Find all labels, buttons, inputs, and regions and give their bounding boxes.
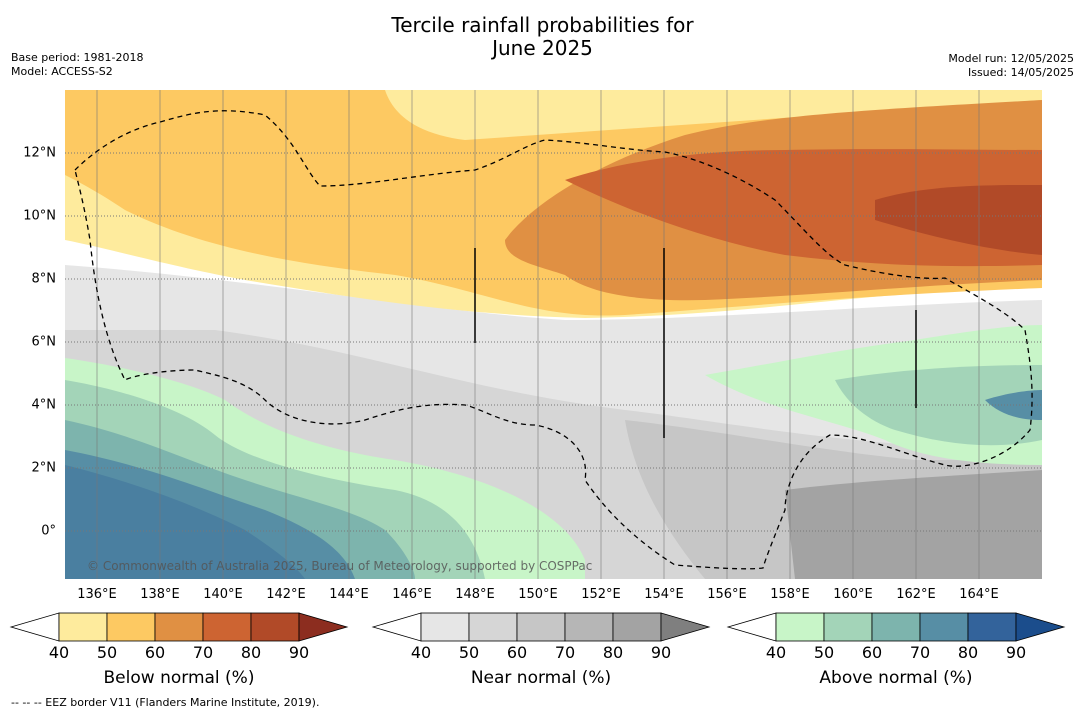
cb-near-tick-80: 80 xyxy=(602,643,624,662)
lon-tick-164e: 164°E xyxy=(959,587,999,602)
below-normal-70-80 xyxy=(565,149,1042,267)
model-name: Model: ACCESS-S2 xyxy=(11,65,113,78)
cb-below-tick-80: 80 xyxy=(240,643,262,662)
lon-tick-146e: 146°E xyxy=(392,587,432,602)
colorbar-segment xyxy=(823,612,873,642)
colorbar-extend-high xyxy=(660,612,711,642)
colorbar-segment xyxy=(919,612,969,642)
colorbar-segment xyxy=(468,612,518,642)
lon-tick-150e: 150°E xyxy=(518,587,558,602)
cb-above-tick-70: 70 xyxy=(909,643,931,662)
colorbars xyxy=(9,612,1066,642)
title-line-2: June 2025 xyxy=(492,36,593,60)
cb-above-tick-80: 80 xyxy=(957,643,979,662)
lon-tick-140e: 140°E xyxy=(203,587,243,602)
graticule xyxy=(65,152,1042,532)
cb-above-tick-50: 50 xyxy=(813,643,835,662)
meta-right: Model run: 12/05/2025 Issued: 14/05/2025 xyxy=(948,52,1074,80)
cb-near-tick-70: 70 xyxy=(554,643,576,662)
colorbar-segment xyxy=(202,612,252,642)
colorbar-extend-high xyxy=(1015,612,1066,642)
cb-below-tick-60: 60 xyxy=(144,643,166,662)
lat-tick-4n: 4°N xyxy=(31,397,57,413)
colorbar-segment xyxy=(420,612,470,642)
eez-border xyxy=(74,110,1033,570)
cb-near-tick-90: 90 xyxy=(650,643,672,662)
colorbar-segment xyxy=(564,612,614,642)
lon-tick-160e: 160°E xyxy=(833,587,873,602)
issued-date: Issued: 14/05/2025 xyxy=(967,66,1074,79)
cb-above-label: Above normal (%) xyxy=(819,668,973,688)
near-normal-dark-area xyxy=(785,470,1042,579)
cb-near-label: Near normal (%) xyxy=(470,668,612,688)
cb-near-tick-40: 40 xyxy=(410,643,432,662)
colorbar-extend-low xyxy=(371,612,422,642)
lat-tick-0: 0° xyxy=(41,523,56,539)
colorbar-segment xyxy=(967,612,1017,642)
lat-tick-10n: 10°N xyxy=(23,208,56,224)
island-markers xyxy=(474,248,917,438)
map-title: Tercile rainfall probabilities for June … xyxy=(0,14,1085,60)
above-normal-core-west xyxy=(65,465,305,579)
colorbar-segment xyxy=(612,612,662,642)
copyright-text: © Commonwealth of Australia 2025, Bureau… xyxy=(87,559,592,573)
colorbar-extend-low xyxy=(726,612,777,642)
probability-map: © Commonwealth of Australia 2025, Bureau… xyxy=(65,90,1042,579)
below-normal-80-90 xyxy=(875,185,1042,255)
title-line-1: Tercile rainfall probabilities for xyxy=(391,13,694,37)
lon-tick-156e: 156°E xyxy=(707,587,747,602)
colorbar-extend-low xyxy=(9,612,60,642)
cb-below-tick-70: 70 xyxy=(192,643,214,662)
meridians xyxy=(96,90,980,579)
lon-tick-152e: 152°E xyxy=(581,587,621,602)
lat-tick-8n: 8°N xyxy=(31,271,57,287)
model-run: Model run: 12/05/2025 xyxy=(948,52,1074,65)
lon-tick-158e: 158°E xyxy=(770,587,810,602)
base-period: Base period: 1981-2018 xyxy=(11,51,144,64)
meta-left: Base period: 1981-2018 Model: ACCESS-S2 xyxy=(11,51,143,79)
cb-above-tick-60: 60 xyxy=(861,643,883,662)
cb-below-tick-90: 90 xyxy=(288,643,310,662)
cb-above-tick-90: 90 xyxy=(1005,643,1027,662)
lat-tick-6n: 6°N xyxy=(31,334,57,350)
lon-tick-162e: 162°E xyxy=(896,587,936,602)
lon-tick-138e: 138°E xyxy=(140,587,180,602)
colorbar-segment xyxy=(871,612,921,642)
lon-tick-136e: 136°E xyxy=(77,587,117,602)
lon-tick-144e: 144°E xyxy=(329,587,369,602)
lat-tick-12n: 12°N xyxy=(23,145,56,161)
colorbar-above-normal xyxy=(726,612,1066,642)
cb-near-tick-60: 60 xyxy=(506,643,528,662)
cb-below-tick-50: 50 xyxy=(96,643,118,662)
colorbar-segment xyxy=(58,612,108,642)
colorbar-segment xyxy=(250,612,300,642)
footnote: -- -- -- EEZ border V11 (Flanders Marine… xyxy=(11,696,320,709)
cb-near-tick-50: 50 xyxy=(458,643,480,662)
colorbar-extend-high xyxy=(298,612,349,642)
cb-below-label: Below normal (%) xyxy=(103,668,255,688)
colorbar-segment xyxy=(106,612,156,642)
colorbar-segment xyxy=(154,612,204,642)
lon-tick-154e: 154°E xyxy=(644,587,684,602)
colorbar-segment xyxy=(516,612,566,642)
lon-tick-148e: 148°E xyxy=(455,587,495,602)
cb-above-tick-40: 40 xyxy=(765,643,787,662)
colorbar-below-normal xyxy=(9,612,349,642)
lon-tick-142e: 142°E xyxy=(266,587,306,602)
colorbar-segment xyxy=(775,612,825,642)
cb-below-tick-40: 40 xyxy=(48,643,70,662)
lat-tick-2n: 2°N xyxy=(31,460,57,476)
colorbar-near-normal xyxy=(371,612,711,642)
